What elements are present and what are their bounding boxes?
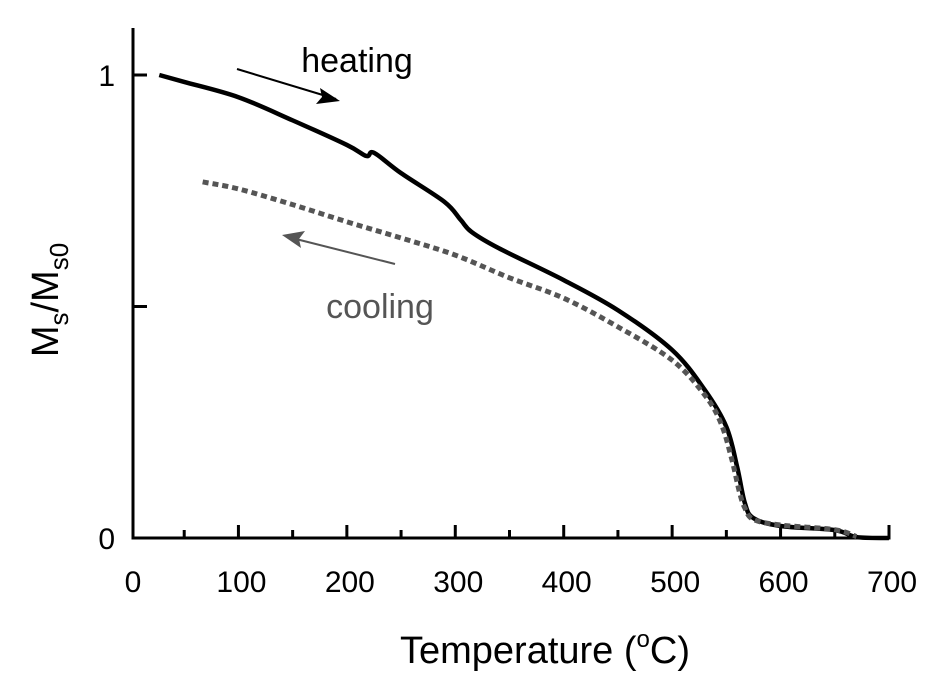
y-title-m: M	[25, 326, 67, 358]
y-title-sub-s0: s0	[44, 243, 74, 270]
x-tick-label: 500	[650, 566, 700, 599]
y-tick-label: 1	[98, 60, 115, 93]
y-axis-title: Ms/Ms0	[25, 243, 74, 357]
heating-arrow	[236, 68, 337, 100]
x-axis-title-sup: o	[637, 626, 650, 653]
series-heating-line	[158, 72, 890, 541]
x-tick-label: 100	[216, 566, 266, 599]
cooling-arrowhead	[282, 231, 305, 248]
x-tick-label: 200	[325, 566, 375, 599]
series-cooling-line	[202, 179, 858, 539]
y-tick-label: 0	[98, 523, 115, 556]
x-tick-label: 600	[759, 566, 809, 599]
series-layer	[158, 72, 890, 541]
heating-label: heating	[301, 42, 413, 80]
heating-arrowhead	[316, 88, 340, 104]
axes: 0 100 200 300 400 500 600 700 0 1	[98, 28, 917, 599]
y-title-sub-s: s	[44, 313, 74, 326]
x-tick-label: 300	[433, 566, 483, 599]
x-axis-title-main: Temperature (	[400, 630, 637, 672]
x-tick-label: 700	[867, 566, 917, 599]
cooling-arrow	[287, 236, 396, 265]
x-tick-label: 0	[125, 566, 142, 599]
x-axis-title-unit: C)	[650, 630, 690, 672]
x-axis-title: Temperature (oC)	[400, 626, 690, 672]
x-tick-label: 400	[542, 566, 592, 599]
cooling-label: cooling	[326, 288, 434, 326]
y-title-slash-m: /M	[25, 270, 67, 312]
